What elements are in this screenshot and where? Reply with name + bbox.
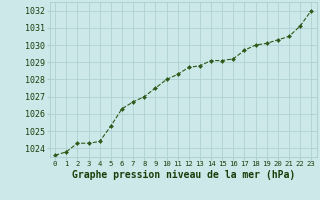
X-axis label: Graphe pression niveau de la mer (hPa): Graphe pression niveau de la mer (hPa) [72,170,295,180]
